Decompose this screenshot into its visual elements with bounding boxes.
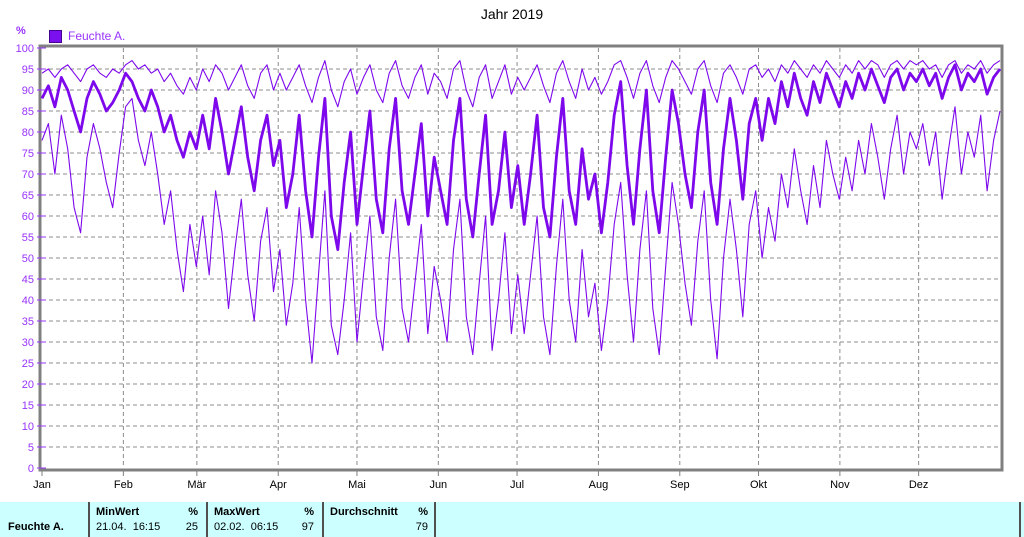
y-tick-label: 60 [22, 211, 34, 223]
y-tick-label: 75 [22, 148, 34, 160]
y-axis-unit-label: % [16, 25, 26, 37]
legend-swatch-icon [49, 29, 62, 43]
durchschnitt-header: Durchschnitt [330, 506, 398, 518]
series-daily-average [40, 63, 1002, 252]
x-tick-label: Jan [33, 479, 51, 491]
y-tick-label: 70 [22, 169, 34, 181]
y-tick-label: 35 [22, 316, 34, 328]
y-tick-label: 80 [22, 127, 34, 139]
durchschnitt-value: 79 [415, 521, 428, 533]
x-tick-label: Okt [750, 479, 767, 491]
y-tick-label: 100 [16, 43, 34, 55]
y-tick-label: 90 [22, 85, 34, 97]
y-tick-label: 50 [22, 253, 34, 265]
x-tick-label: Apr [270, 479, 287, 491]
x-tick-label: Mai [348, 479, 366, 491]
x-tick-label: Jul [510, 479, 524, 491]
y-tick-label: 65 [22, 190, 34, 202]
maxwert-header: MaxWert [214, 506, 260, 518]
table-separator [206, 502, 208, 537]
y-tick-label: 25 [22, 358, 34, 370]
x-tick-label: Mär [187, 479, 206, 491]
y-tick-label: 0 [28, 463, 34, 475]
x-tick-label: Sep [670, 479, 690, 491]
x-tick-label: Jun [429, 479, 447, 491]
legend: Feuchte A. [49, 29, 125, 43]
y-tick-label: 95 [22, 64, 34, 76]
summary-table: MinWert % MaxWert % Durchschnitt % Feuch… [0, 502, 1024, 537]
durchschnitt-unit: % [418, 506, 428, 518]
x-tick-label: Nov [830, 479, 850, 491]
series-daily-max [41, 60, 1001, 108]
y-tick-label: 40 [22, 295, 34, 307]
y-tick-label: 30 [22, 337, 34, 349]
x-tick-label: Feb [114, 479, 133, 491]
y-tick-label: 15 [22, 400, 34, 412]
minwert-header: MinWert [96, 506, 140, 518]
table-separator [322, 502, 324, 537]
y-tick-label: 55 [22, 232, 34, 244]
minwert-date: 21.04. 16:15 [96, 521, 161, 533]
minwert-value: 25 [185, 521, 198, 533]
table-separator [434, 502, 436, 537]
x-tick-label: Dez [909, 479, 929, 491]
maxwert-unit: % [304, 506, 314, 518]
humidity-year-chart: 0 5 10 15 20 25 30 35 40 45 50 55 60 65 70 75 80 85 90 95 10… [16, 43, 1004, 491]
y-tick-label: 5 [28, 442, 34, 454]
sensor-row-label: Feuchte A. [8, 521, 64, 533]
page-title: Jahr 2019 [480, 6, 544, 22]
series-daily-min [41, 97, 1001, 364]
y-tick-label: 45 [22, 274, 34, 286]
maxwert-date: 02.02. 06:15 [214, 521, 279, 533]
y-tick-label: 20 [22, 379, 34, 391]
maxwert-value: 97 [301, 521, 314, 533]
minwert-unit: % [188, 506, 198, 518]
x-tick-label: Aug [589, 479, 609, 491]
y-tick-label: 85 [22, 106, 34, 118]
legend-label: Feuchte A. [68, 29, 126, 43]
table-separator [1019, 502, 1021, 537]
y-tick-label: 10 [22, 421, 34, 433]
table-separator [88, 502, 90, 537]
